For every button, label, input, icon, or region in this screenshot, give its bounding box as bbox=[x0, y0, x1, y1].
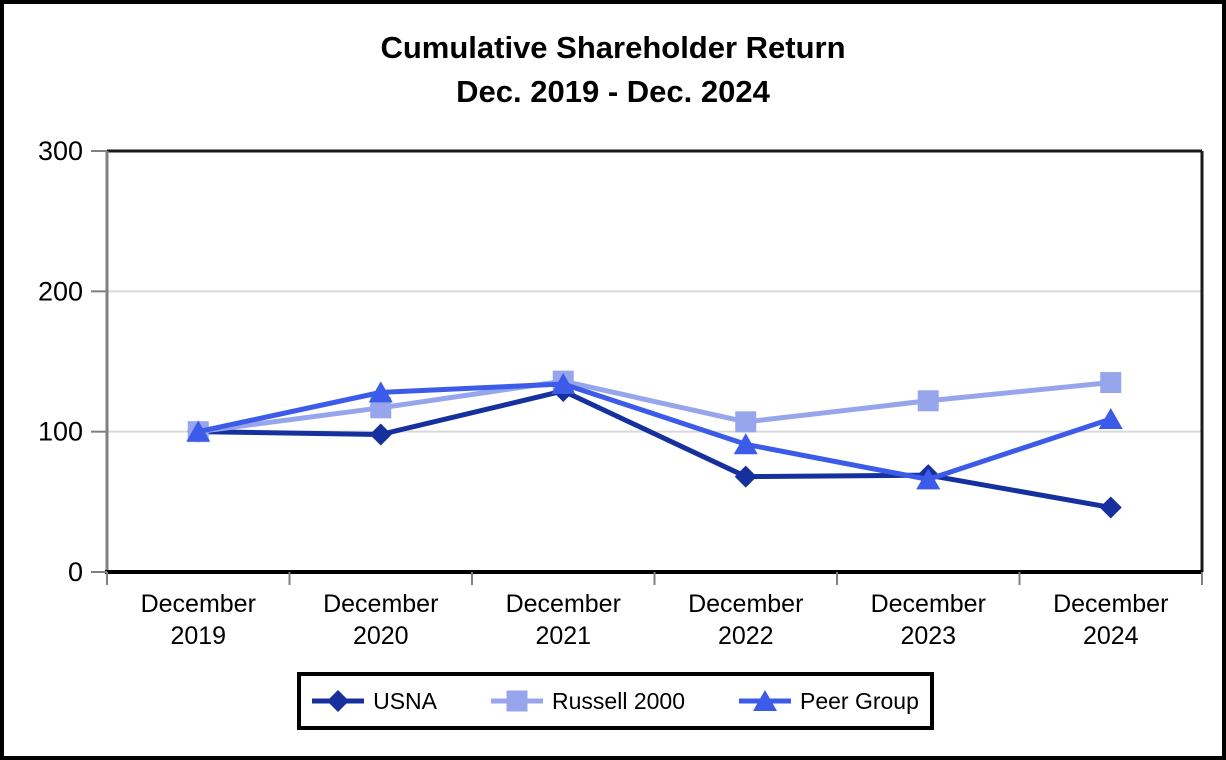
chart-title-line2: Dec. 2019 - Dec. 2024 bbox=[456, 74, 770, 109]
marker-usna-3 bbox=[734, 465, 757, 488]
legend-label-peer-group: Peer Group bbox=[799, 687, 919, 714]
legend: USNA Russell 2000 Peer Group bbox=[297, 672, 934, 730]
y-tick-label-300: 300 bbox=[38, 136, 83, 166]
chart-title-line1: Cumulative Shareholder Return bbox=[380, 30, 846, 65]
y-tick-label-100: 100 bbox=[38, 417, 83, 447]
legend-icon-svg bbox=[738, 690, 791, 711]
marker-usna-5 bbox=[1099, 496, 1122, 519]
y-tick-label-200: 200 bbox=[38, 276, 83, 306]
series-line-usna bbox=[198, 388, 1112, 510]
marker-peer-group-2 bbox=[551, 372, 576, 394]
marker-russell-2000-4 bbox=[917, 390, 939, 412]
x-label-5-line2: 2024 bbox=[1083, 622, 1139, 650]
series-line-russell-2000 bbox=[197, 378, 1111, 435]
legend-marker-1 bbox=[506, 690, 528, 712]
x-label-2-line2: 2021 bbox=[535, 622, 591, 650]
legend-icon-svg bbox=[312, 690, 365, 712]
marker-russell-2000-1 bbox=[370, 397, 392, 419]
marker-peer-group-5 bbox=[1098, 408, 1123, 430]
peer-group-triangle-icon bbox=[738, 688, 791, 714]
y-tick-label-0: 0 bbox=[68, 557, 83, 587]
x-label-5-line1: December bbox=[1053, 590, 1168, 618]
usna-diamond-icon bbox=[312, 688, 365, 714]
chart-title: Cumulative Shareholder Return Dec. 2019 … bbox=[4, 26, 1222, 114]
series-line-peer-group bbox=[197, 381, 1112, 482]
plot-area: 0 100 200 300 December 2019 December 2020 Decemb… bbox=[38, 136, 1204, 650]
marker-peer-group-4 bbox=[916, 468, 941, 490]
marker-peer-group-3 bbox=[733, 433, 758, 455]
x-label-1-line1: December bbox=[323, 590, 438, 618]
x-label-3-line2: 2022 bbox=[718, 622, 774, 650]
x-label-3-line1: December bbox=[688, 590, 803, 618]
marker-russell-2000-5 bbox=[1100, 372, 1122, 394]
x-label-1-line2: 2020 bbox=[353, 622, 409, 650]
x-label-4-line2: 2023 bbox=[900, 622, 956, 650]
legend-marker-2 bbox=[752, 690, 777, 711]
legend-item-russell-2000: Russell 2000 bbox=[491, 688, 685, 715]
x-label-4-line1: December bbox=[871, 590, 986, 618]
marker-russell-2000-3 bbox=[735, 411, 757, 433]
x-label-2-line1: December bbox=[506, 590, 621, 618]
legend-label-russell-2000: Russell 2000 bbox=[552, 687, 685, 714]
legend-icon-svg bbox=[491, 690, 544, 712]
legend-item-peer-group: Peer Group bbox=[738, 687, 919, 715]
marker-usna-1 bbox=[369, 423, 392, 446]
marker-peer-group-1 bbox=[368, 381, 393, 403]
x-label-0-line2: 2019 bbox=[170, 622, 226, 650]
x-label-0-line1: December bbox=[141, 590, 256, 618]
legend-item-usna: USNA bbox=[312, 688, 437, 715]
legend-marker-0 bbox=[327, 690, 350, 712]
legend-label-usna: USNA bbox=[373, 687, 438, 714]
marker-peer-group-0 bbox=[186, 420, 211, 442]
russell-2000-square-icon bbox=[491, 688, 544, 714]
